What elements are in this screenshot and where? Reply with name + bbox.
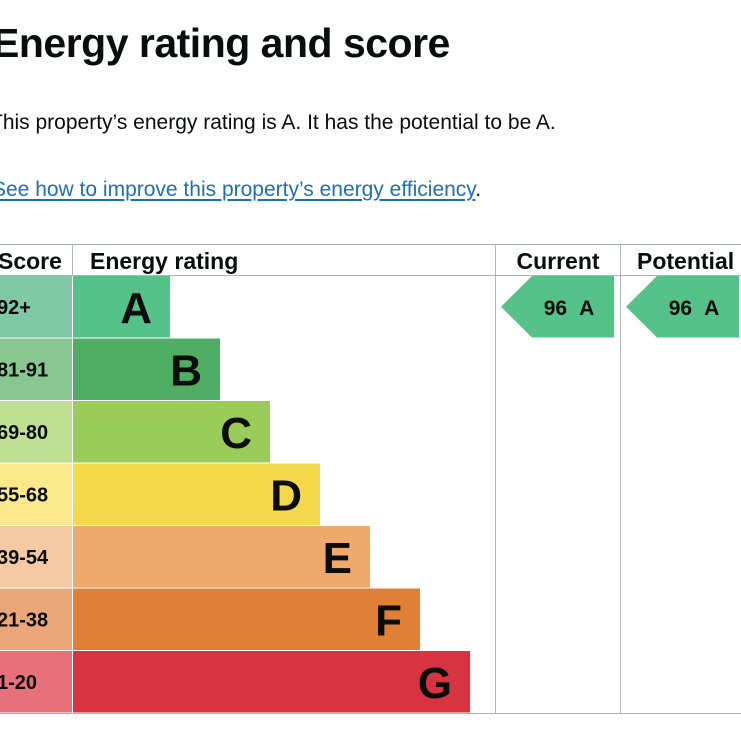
rating-letter-d: D <box>270 471 302 520</box>
rating-bands: 92+ A 81-91 B 69-80 C 55-68 D 39-54 E 21-38 F 1-20 G <box>0 276 470 713</box>
score-cell-f <box>0 588 72 650</box>
potential-rating-value: 96 A <box>669 297 720 320</box>
energy-rating-header: Energy rating <box>90 248 238 274</box>
score-range-b: 81-91 <box>0 359 48 381</box>
rating-bar-g <box>73 651 470 713</box>
rating-bar-b <box>73 338 220 400</box>
rating-bar-d <box>73 463 320 525</box>
score-cell-g <box>0 651 72 713</box>
table-grid <box>0 244 741 714</box>
score-range-g: 1-20 <box>0 672 37 694</box>
score-range-f: 21-38 <box>0 609 48 631</box>
current-rating-arrow <box>501 276 614 338</box>
table-headers: Score Energy rating Current Potential <box>0 248 734 274</box>
rating-bar-a <box>73 276 170 338</box>
rating-letter-g: G <box>418 659 452 708</box>
current-rating-value: 96 A <box>544 297 595 320</box>
score-range-d: 55-68 <box>0 484 48 506</box>
rating-letter-e: E <box>323 534 352 583</box>
current-letter: A <box>579 297 594 320</box>
rating-letter-f: F <box>375 596 402 645</box>
improve-link-line: See how to improve this property’s energ… <box>0 178 481 202</box>
score-cell-b <box>0 338 72 400</box>
rating-bar-c <box>73 401 270 463</box>
rating-arrows: 96 A 96 A <box>501 276 739 338</box>
potential-header: Potential <box>637 248 734 274</box>
potential-letter: A <box>704 297 719 320</box>
score-range-a: 92+ <box>0 297 31 319</box>
score-cell-d <box>0 463 72 525</box>
rating-letter-c: C <box>220 409 252 458</box>
potential-score: 96 <box>669 297 692 320</box>
potential-rating-arrow <box>626 276 739 338</box>
rating-bar-f <box>73 588 420 650</box>
rating-letter-b: B <box>170 346 202 395</box>
rating-bar-e <box>73 526 370 588</box>
rating-summary-text: This property’s energy rating is A. It h… <box>0 111 556 134</box>
improve-link-period: . <box>475 178 482 201</box>
score-cell-e <box>0 526 72 588</box>
current-score: 96 <box>544 297 567 320</box>
score-header: Score <box>0 248 62 274</box>
score-range-c: 69-80 <box>0 422 48 444</box>
current-header: Current <box>516 248 599 274</box>
score-cell-c <box>0 401 72 463</box>
rating-letter-a: A <box>120 284 152 333</box>
score-range-e: 39-54 <box>0 547 49 569</box>
improve-efficiency-link[interactable]: See how to improve this property’s energ… <box>0 178 476 201</box>
page-title: Energy rating and score <box>0 20 450 66</box>
score-cell-a <box>0 276 72 338</box>
